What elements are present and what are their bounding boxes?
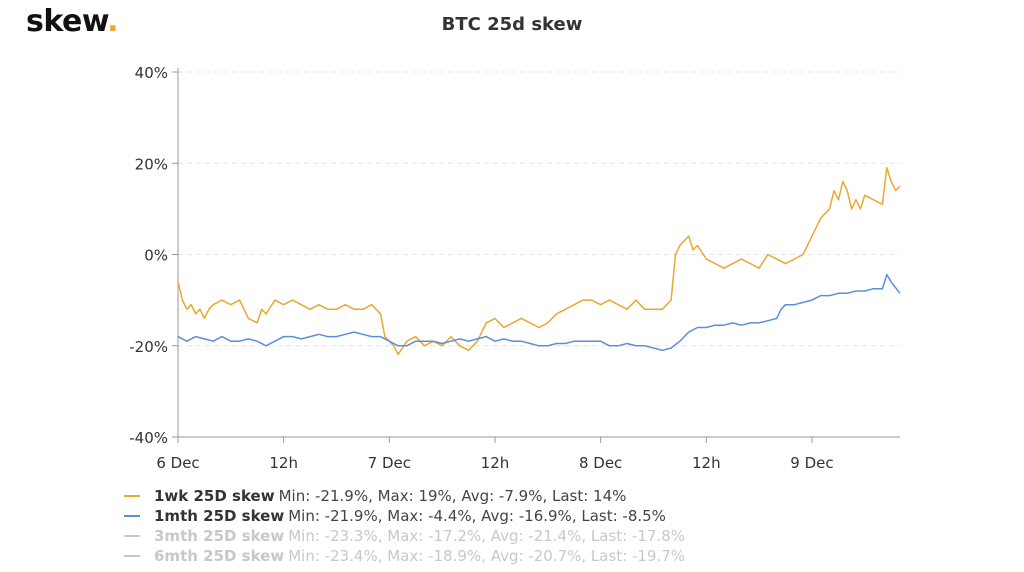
x-tick-label: 12h [269,454,298,472]
legend-series-name: 6mth 25D skew [154,547,285,565]
chart-legend: 1wk 25D skew Min: -21.9%, Max: 19%, Avg: … [124,486,685,566]
legend-swatch [124,495,140,497]
legend-series-name: 1mth 25D skew [154,507,285,525]
skew-logo: skew. [26,4,119,39]
legend-item-1mth-25d-skew[interactable]: 1mth 25D skew Min: -21.9%, Max: -4.4%, Av… [124,506,685,526]
legend-swatch [124,535,140,537]
legend-item-1wk-25d-skew[interactable]: 1wk 25D skew Min: -21.9%, Max: 19%, Avg: … [124,486,685,506]
legend-item-3mth-25d-skew[interactable]: 3mth 25D skew Min: -23.3%, Max: -17.2%, A… [124,526,685,546]
y-tick-label: -20% [129,338,168,356]
series-line-1mth-25d-skew [177,273,901,352]
legend-item-6mth-25d-skew[interactable]: 6mth 25D skew Min: -23.4%, Max: -18.9%, A… [124,546,685,566]
series-line-1wk-25d-skew [177,167,901,356]
x-tick-label: 7 Dec [368,454,411,472]
y-tick-label: 40% [135,64,168,82]
y-tick-label: -40% [129,429,168,447]
legend-series-stats: Min: -21.9%, Max: -4.4%, Avg: -16.9%, La… [288,507,666,525]
y-tick-label: 0% [144,247,168,265]
legend-series-stats: Min: -23.4%, Max: -18.9%, Avg: -20.7%, L… [288,547,686,565]
legend-series-stats: Min: -23.3%, Max: -17.2%, Avg: -21.4%, L… [288,527,686,545]
chart-title: BTC 25d skew [441,14,583,35]
legend-series-name: 1wk 25D skew [154,487,275,505]
legend-series-name: 3mth 25D skew [154,527,285,545]
x-tick-label: 12h [692,454,721,472]
y-tick-label: 20% [135,155,168,173]
legend-series-stats: Min: -21.9%, Max: 19%, Avg: -7.9%, Last:… [278,487,627,505]
legend-swatch [124,515,140,517]
brand-name: skew [26,4,108,39]
x-tick-label: 6 Dec [156,454,199,472]
x-tick-label: 8 Dec [579,454,622,472]
x-tick-label: 12h [481,454,510,472]
legend-swatch [124,555,140,557]
x-tick-label: 9 Dec [790,454,833,472]
brand-dot: . [107,4,119,39]
